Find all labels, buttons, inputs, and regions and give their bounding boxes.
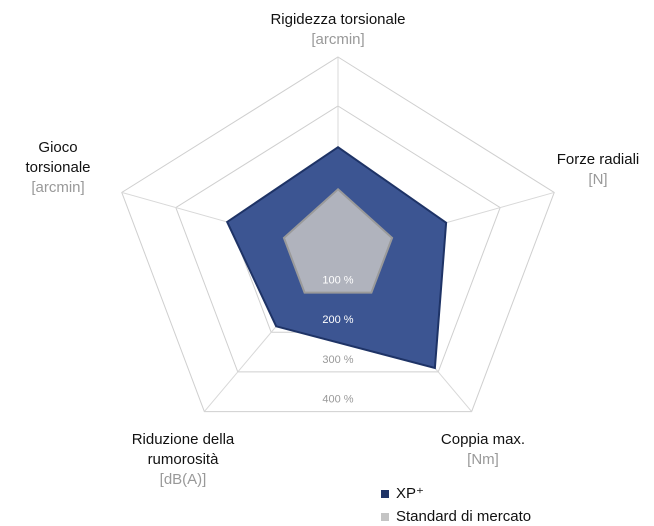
grid-ring (121, 56, 555, 413)
grid-ring (175, 105, 501, 373)
r-tick-label: 100 % (322, 275, 353, 287)
axis-label: Rigidezza torsionale (270, 11, 405, 28)
axis-unit: [arcmin] (311, 31, 364, 48)
axis-label: Riduzione della (132, 431, 235, 448)
r-tick-label: 200 % (322, 314, 353, 326)
axis-label: Coppia max. (441, 431, 525, 448)
r-tick-label: 300 % (322, 354, 353, 366)
axis-label: torsionale (25, 159, 90, 176)
axis-label: Gioco (38, 139, 77, 156)
series-area (282, 187, 394, 294)
axis-label: Forze radiali (557, 151, 640, 168)
legend-swatch (381, 513, 389, 521)
axis-label: rumorosità (148, 451, 220, 468)
legend-label: XP⁺ (396, 485, 424, 502)
axis-unit: [Nm] (467, 451, 499, 468)
axis-unit: [dB(A)] (160, 471, 207, 488)
r-tick-label: 400 % (322, 393, 353, 405)
axis-unit: [N] (588, 171, 607, 188)
axis-unit: [arcmin] (31, 179, 84, 196)
legend-swatch (381, 490, 389, 498)
legend-label: Standard di mercato (396, 508, 531, 525)
